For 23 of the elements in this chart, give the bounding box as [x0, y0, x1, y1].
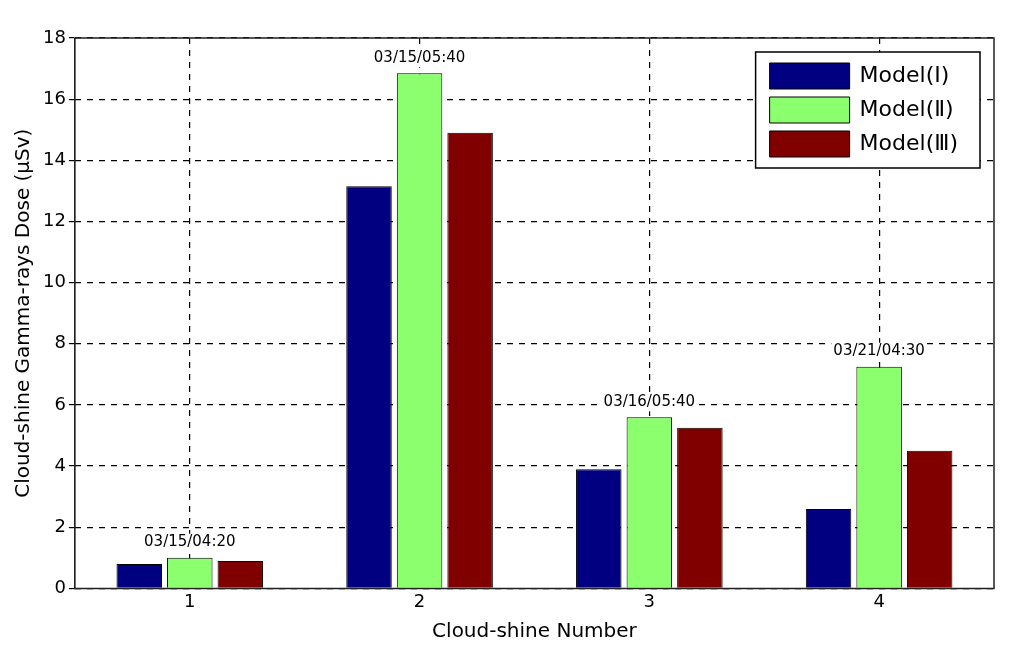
- y-tick-label: 4: [54, 453, 66, 475]
- annotation: 03/21/04:30: [833, 341, 925, 360]
- y-tick-label: 10: [43, 270, 66, 292]
- legend-label: Model(Ⅱ): [859, 95, 954, 121]
- x-tick-label: 1: [184, 589, 196, 611]
- annotation: 03/15/04:20: [144, 532, 236, 551]
- x-tick-label: 2: [413, 589, 426, 611]
- y-tick-label: 8: [54, 331, 66, 353]
- legend-label: Model(Ⅰ): [859, 61, 950, 87]
- x-tick-label: 4: [873, 589, 885, 611]
- y-tick-label: 6: [54, 392, 66, 414]
- y-tick-label: 2: [54, 514, 66, 536]
- x-tick-label: 3: [643, 589, 656, 611]
- y-tick-label: 0: [54, 576, 66, 598]
- annotation: 03/16/05:40: [603, 391, 696, 410]
- y-tick-label: 14: [43, 147, 66, 169]
- x-axis-title: Cloud-shine Number: [432, 618, 638, 643]
- y-tick-label: 18: [43, 25, 66, 47]
- annotation: 03/15/05:40: [373, 47, 466, 66]
- y-tick-label: 16: [43, 86, 66, 108]
- y-axis-title: Cloud-shine Gamma-rays Dose (μSv): [10, 128, 35, 498]
- y-tick-label: 12: [43, 209, 66, 231]
- legend-label: Model(Ⅲ): [859, 129, 958, 155]
